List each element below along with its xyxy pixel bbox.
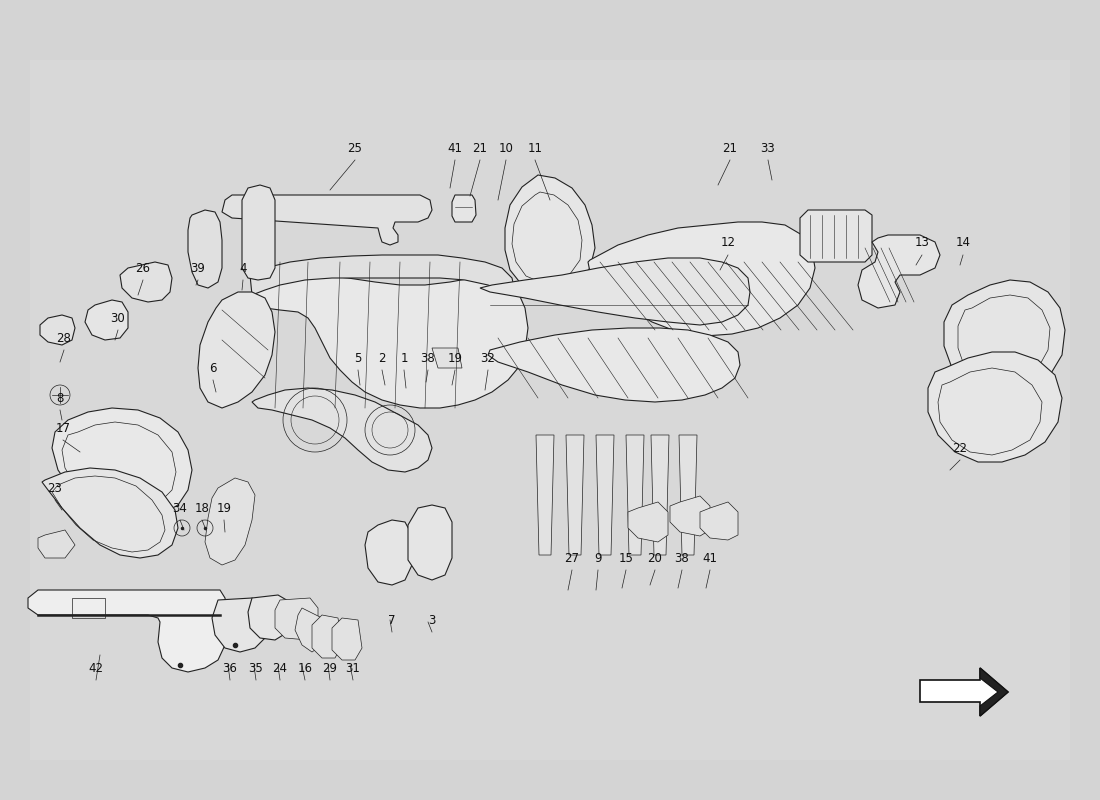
Polygon shape: [28, 590, 228, 672]
Text: 20: 20: [648, 551, 662, 565]
Polygon shape: [700, 502, 738, 540]
Polygon shape: [30, 60, 1070, 760]
Text: 6: 6: [209, 362, 217, 374]
Text: 41: 41: [448, 142, 462, 154]
Polygon shape: [408, 505, 452, 580]
Text: 42: 42: [88, 662, 103, 674]
Text: 30: 30: [111, 311, 125, 325]
Polygon shape: [505, 175, 595, 292]
Polygon shape: [242, 185, 275, 280]
Polygon shape: [205, 478, 255, 565]
Text: 22: 22: [953, 442, 968, 454]
Text: 38: 38: [420, 351, 436, 365]
Text: 19: 19: [217, 502, 231, 514]
Text: 39: 39: [190, 262, 206, 274]
Polygon shape: [679, 435, 697, 555]
Polygon shape: [198, 292, 275, 408]
Polygon shape: [212, 598, 268, 652]
Text: 11: 11: [528, 142, 542, 154]
Text: 15: 15: [618, 551, 634, 565]
Polygon shape: [944, 280, 1065, 395]
Text: 13: 13: [914, 237, 929, 250]
Text: 41: 41: [703, 551, 717, 565]
Polygon shape: [480, 258, 750, 325]
Text: 8: 8: [56, 391, 64, 405]
Text: 38: 38: [674, 551, 690, 565]
Text: 2: 2: [378, 351, 386, 365]
Text: 17: 17: [55, 422, 70, 434]
Text: 16: 16: [297, 662, 312, 674]
Polygon shape: [250, 255, 515, 295]
Text: 35: 35: [249, 662, 263, 674]
Text: 7: 7: [388, 614, 396, 626]
Text: 28: 28: [56, 331, 72, 345]
Polygon shape: [628, 502, 668, 542]
Polygon shape: [40, 315, 75, 345]
Text: 18: 18: [195, 502, 209, 514]
Text: 36: 36: [222, 662, 238, 674]
Polygon shape: [980, 668, 1008, 716]
Polygon shape: [536, 435, 554, 555]
Polygon shape: [858, 235, 940, 308]
Polygon shape: [800, 210, 872, 262]
Text: 1: 1: [400, 351, 408, 365]
Text: 26: 26: [135, 262, 151, 274]
Polygon shape: [52, 408, 192, 518]
Polygon shape: [626, 435, 644, 555]
Polygon shape: [252, 388, 432, 472]
Text: 10: 10: [498, 142, 514, 154]
Text: 27: 27: [564, 551, 580, 565]
Text: 33: 33: [760, 142, 775, 154]
Polygon shape: [332, 618, 362, 660]
Polygon shape: [651, 435, 669, 555]
Polygon shape: [275, 598, 318, 640]
Text: 14: 14: [956, 237, 970, 250]
Polygon shape: [920, 668, 1008, 716]
Polygon shape: [588, 222, 815, 336]
Polygon shape: [248, 595, 292, 640]
Polygon shape: [312, 615, 342, 658]
Text: 29: 29: [322, 662, 338, 674]
Text: 5: 5: [354, 351, 362, 365]
Text: 21: 21: [473, 142, 487, 154]
Polygon shape: [488, 328, 740, 402]
Polygon shape: [596, 435, 614, 555]
Polygon shape: [39, 530, 75, 558]
Text: 25: 25: [348, 142, 362, 154]
Text: 19: 19: [448, 351, 462, 365]
Polygon shape: [222, 195, 432, 245]
Text: 12: 12: [720, 237, 736, 250]
Text: 31: 31: [345, 662, 361, 674]
Polygon shape: [42, 468, 178, 558]
Polygon shape: [85, 300, 128, 340]
Text: 21: 21: [723, 142, 737, 154]
Polygon shape: [248, 275, 528, 408]
Text: 23: 23: [47, 482, 63, 494]
Text: 9: 9: [594, 551, 602, 565]
Polygon shape: [295, 608, 322, 652]
Polygon shape: [120, 262, 172, 302]
Text: 4: 4: [240, 262, 246, 274]
Polygon shape: [670, 496, 710, 536]
Polygon shape: [452, 195, 476, 222]
Text: 24: 24: [273, 662, 287, 674]
Polygon shape: [928, 352, 1062, 462]
Polygon shape: [432, 348, 462, 368]
Polygon shape: [188, 210, 222, 288]
Text: 3: 3: [428, 614, 436, 626]
Polygon shape: [365, 520, 412, 585]
Text: 34: 34: [173, 502, 187, 514]
Polygon shape: [566, 435, 584, 555]
Text: 32: 32: [481, 351, 495, 365]
